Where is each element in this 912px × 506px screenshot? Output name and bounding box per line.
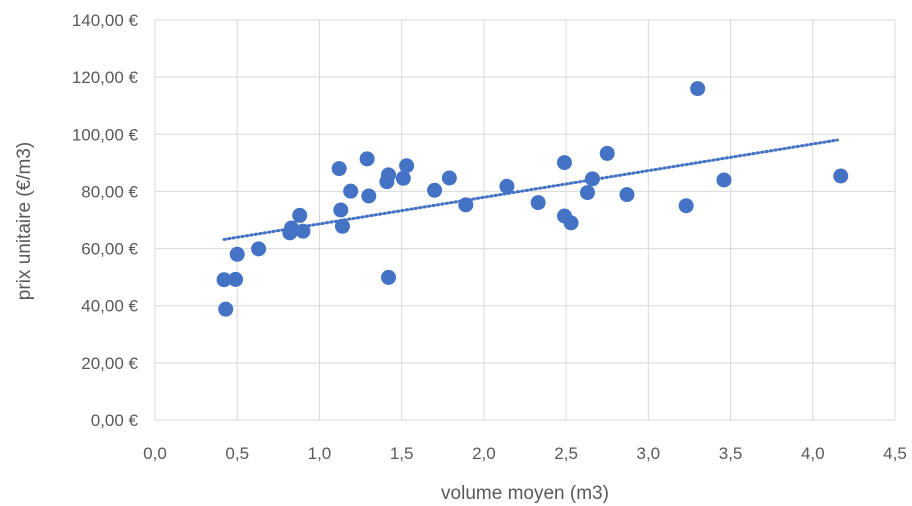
data-point	[579, 185, 595, 201]
data-point	[584, 171, 600, 187]
y-tick-label: 100,00 €	[72, 125, 139, 144]
y-tick-label: 0,00 €	[91, 411, 139, 430]
data-point	[556, 155, 572, 171]
data-point	[359, 151, 375, 167]
data-point	[563, 215, 579, 231]
x-tick-label: 0,5	[225, 444, 249, 463]
data-point	[678, 198, 694, 214]
trendline	[222, 138, 839, 241]
data-point	[458, 197, 474, 213]
data-point	[499, 178, 515, 194]
x-tick-label: 1,0	[308, 444, 332, 463]
x-tick-label: 3,0	[637, 444, 661, 463]
y-tick-label: 60,00 €	[81, 240, 138, 259]
y-axis-tick-labels: 0,00 € 20,00 € 40,00 € 60,00 € 80,00 € 100,00…	[72, 11, 139, 430]
data-point	[343, 183, 359, 199]
data-point	[395, 170, 411, 186]
data-point	[218, 301, 234, 317]
data-point	[229, 246, 245, 262]
data-point	[331, 161, 347, 177]
y-axis-title: prix unitaire (€/m3)	[14, 142, 35, 300]
data-points	[216, 81, 849, 317]
x-axis-title: volume moyen (m3)	[441, 483, 609, 504]
data-point	[295, 223, 311, 239]
data-point	[427, 182, 443, 198]
data-point	[334, 218, 350, 234]
x-tick-label: 0,0	[143, 444, 167, 463]
x-tick-label: 4,5	[883, 444, 907, 463]
trendline-layer	[222, 138, 839, 241]
data-point	[381, 167, 397, 183]
data-point	[292, 207, 308, 223]
data-point	[361, 188, 377, 204]
data-point	[441, 170, 457, 186]
data-point	[283, 220, 299, 236]
data-point	[216, 272, 232, 288]
data-point	[690, 81, 706, 97]
x-tick-label: 2,0	[472, 444, 496, 463]
y-tick-label: 40,00 €	[81, 297, 138, 316]
data-point	[228, 271, 244, 287]
y-tick-label: 120,00 €	[72, 68, 139, 87]
gridlines	[154, 19, 896, 421]
x-tick-label: 3,5	[719, 444, 743, 463]
data-point	[333, 202, 349, 218]
y-tick-label: 80,00 €	[81, 182, 138, 201]
y-tick-label: 20,00 €	[81, 354, 138, 373]
x-axis-tick-labels: 0,0 0,5 1,0 1,5 2,0 2,5 3,0 3,5 4,0 4,5	[143, 444, 907, 463]
data-point	[833, 168, 849, 184]
x-tick-label: 1,5	[390, 444, 414, 463]
data-point	[599, 145, 615, 161]
x-tick-label: 4,0	[801, 444, 825, 463]
data-point	[530, 195, 546, 211]
data-point	[619, 187, 635, 203]
data-point	[381, 269, 397, 285]
x-tick-label: 2,5	[554, 444, 578, 463]
data-point	[251, 241, 267, 257]
data-point	[716, 172, 732, 188]
y-tick-label: 140,00 €	[72, 11, 139, 30]
data-point	[399, 158, 415, 174]
